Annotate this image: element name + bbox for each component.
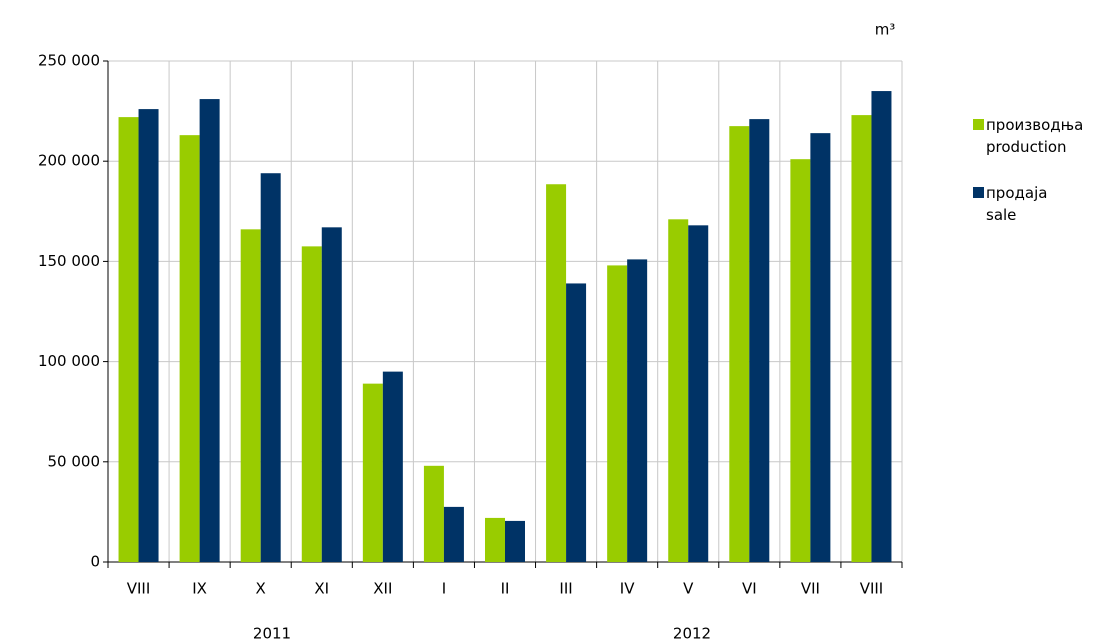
legend-swatch <box>973 119 984 130</box>
y-tick-label: 250 000 <box>38 52 100 70</box>
bar <box>749 119 770 562</box>
x-tick-label: I <box>442 580 446 598</box>
year-label: 2012 <box>673 625 711 643</box>
x-tick-label: III <box>559 580 572 598</box>
x-tick-label: XII <box>373 580 392 598</box>
y-tick-label: 100 000 <box>38 352 100 370</box>
bar <box>382 371 403 562</box>
y-tick-label: 150 000 <box>38 252 100 270</box>
bar <box>179 135 200 562</box>
bar <box>443 506 464 562</box>
bar <box>301 246 322 562</box>
x-tick-label: VII <box>801 580 820 598</box>
bar <box>688 225 709 562</box>
x-tick-label: X <box>256 580 266 598</box>
bar <box>668 219 689 563</box>
legend-label: продаја sale <box>986 184 1047 224</box>
bar <box>199 99 220 563</box>
bar <box>607 265 628 562</box>
legend-swatch <box>973 187 984 198</box>
bar <box>790 159 811 563</box>
unit-label: m³ <box>875 21 896 39</box>
year-label: 2011 <box>253 625 291 643</box>
bar <box>851 115 872 562</box>
y-tick-label: 0 <box>90 553 100 571</box>
x-tick-label: VIII <box>860 580 884 598</box>
bar <box>810 133 831 563</box>
bar <box>321 227 342 562</box>
bar <box>240 229 261 562</box>
bar <box>871 91 892 562</box>
x-tick-label: IV <box>620 580 635 598</box>
bar <box>118 117 139 562</box>
x-tick-label: VIII <box>127 580 151 598</box>
x-tick-label: IX <box>192 580 207 598</box>
bar <box>485 517 505 562</box>
bar <box>566 283 587 562</box>
bar <box>423 465 444 562</box>
x-tick-label: II <box>501 580 510 598</box>
bar <box>729 126 750 562</box>
x-tick-label: XI <box>314 580 329 598</box>
y-tick-label: 200 000 <box>38 152 100 170</box>
bar <box>627 259 648 562</box>
bar <box>362 383 383 562</box>
x-tick-label: V <box>683 580 694 598</box>
bar <box>505 520 525 562</box>
y-tick-label: 50 000 <box>48 452 101 470</box>
legend-label: производња production <box>986 116 1083 156</box>
bar <box>546 184 567 562</box>
bar <box>260 173 281 562</box>
x-tick-label: VI <box>742 580 757 598</box>
bar <box>138 109 159 562</box>
